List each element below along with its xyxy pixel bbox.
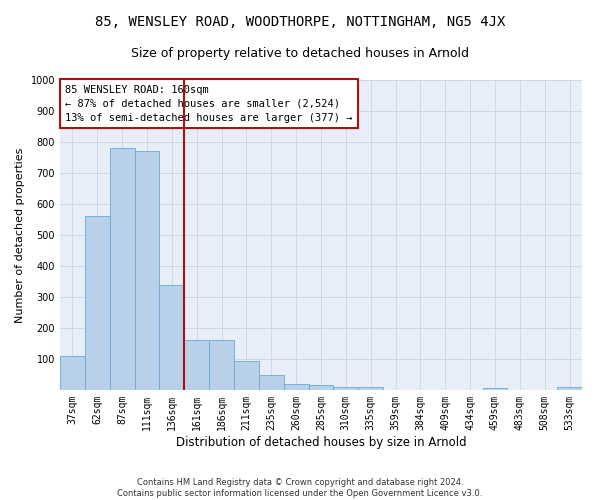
Bar: [60, 356, 85, 390]
Text: 85 WENSLEY ROAD: 160sqm
← 87% of detached houses are smaller (2,524)
13% of semi: 85 WENSLEY ROAD: 160sqm ← 87% of detache…: [65, 84, 353, 122]
Bar: [110, 148, 134, 390]
Y-axis label: Number of detached properties: Number of detached properties: [15, 148, 25, 322]
X-axis label: Distribution of detached houses by size in Arnold: Distribution of detached houses by size …: [176, 436, 466, 448]
Bar: [284, 384, 308, 390]
Text: 85, WENSLEY ROAD, WOODTHORPE, NOTTINGHAM, NG5 4JX: 85, WENSLEY ROAD, WOODTHORPE, NOTTINGHAM…: [95, 15, 505, 29]
Bar: [85, 216, 110, 390]
Bar: [557, 387, 582, 390]
Bar: [134, 152, 160, 390]
Bar: [334, 387, 358, 390]
Bar: [234, 360, 259, 390]
Bar: [308, 386, 334, 390]
Bar: [184, 340, 209, 390]
Bar: [259, 374, 284, 390]
Bar: [358, 387, 383, 390]
Text: Contains HM Land Registry data © Crown copyright and database right 2024.
Contai: Contains HM Land Registry data © Crown c…: [118, 478, 482, 498]
Bar: [482, 388, 508, 390]
Text: Size of property relative to detached houses in Arnold: Size of property relative to detached ho…: [131, 48, 469, 60]
Bar: [160, 284, 184, 390]
Bar: [209, 340, 234, 390]
